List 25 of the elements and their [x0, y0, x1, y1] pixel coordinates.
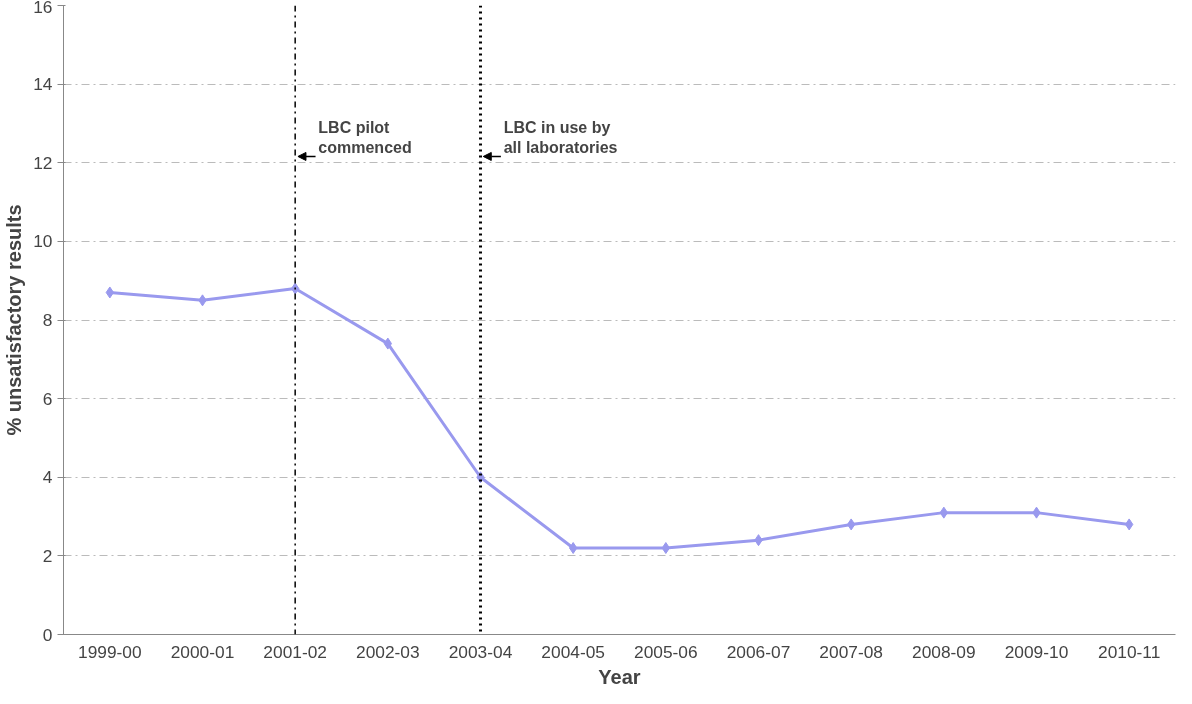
y-tick-label: 12: [33, 152, 53, 173]
x-tick-label: 2007-08: [819, 641, 883, 662]
x-tick-label: 2005-06: [634, 641, 698, 662]
x-tick-label: 2006-07: [726, 641, 791, 662]
x-tick-label: 2009-10: [1004, 641, 1069, 662]
x-tick-label: 2004-05: [541, 641, 605, 662]
x-tick-label: 2000-01: [170, 641, 235, 662]
y-tick-label: 14: [33, 74, 53, 95]
y-tick-label: 2: [42, 545, 53, 566]
x-tick-label: 2001-02: [263, 641, 327, 662]
x-tick-label: 2010-11: [1098, 641, 1161, 662]
ref-line-label: LBC pilot commenced: [318, 118, 412, 157]
y-tick-label: 4: [42, 467, 53, 488]
y-tick-label: 0: [42, 624, 53, 645]
y-tick-label: 10: [33, 231, 53, 252]
x-tick-label: 2003-04: [448, 641, 513, 662]
ref-line-label: LBC in use by all laboratories: [503, 118, 618, 157]
y-tick-label: 8: [42, 310, 53, 330]
x-axis-title: Year: [598, 665, 641, 688]
x-tick-label: 2002-03: [356, 641, 420, 662]
y-tick-label: 6: [42, 388, 53, 409]
x-tick-label: 1999-00: [78, 641, 142, 662]
y-tick-label: 16: [33, 0, 53, 17]
y-axis-title: % unsatisfactory results: [3, 204, 26, 436]
x-tick-label: 2008-09: [912, 641, 976, 662]
